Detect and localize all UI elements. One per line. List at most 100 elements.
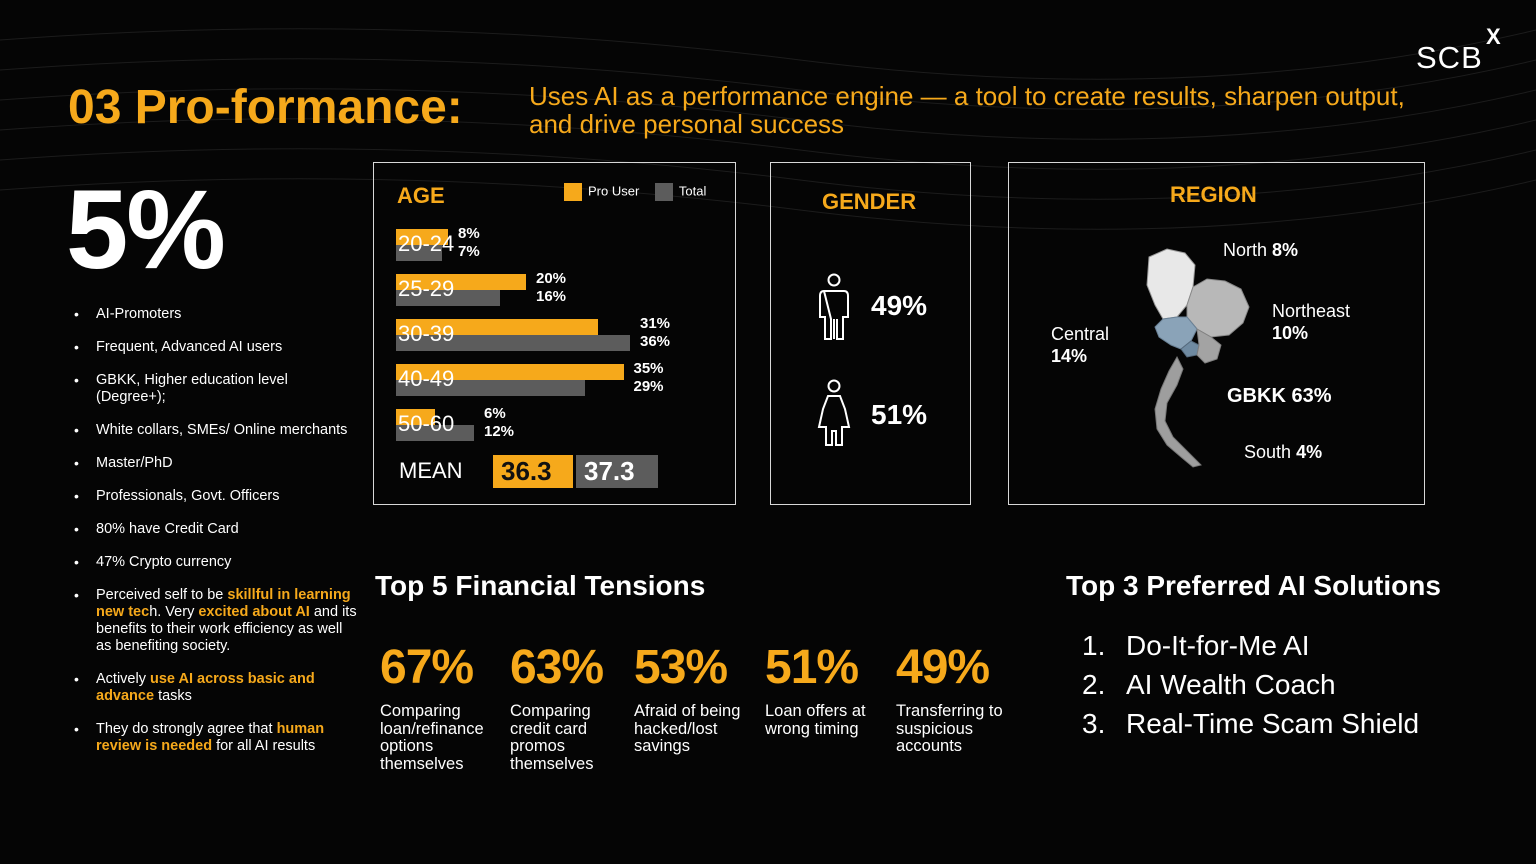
bullet-text: GBKK, Higher education level (Degree+); [96,372,288,405]
thailand-map [1146,248,1250,468]
region-central: Central 14% [1051,324,1110,366]
segment-share: 5% [66,167,226,292]
tension-item: 53% Afraid of being hacked/lost savings [634,640,759,756]
gender-panel: GENDER 49% 51% [770,162,971,505]
ai-solution-item: 1. Do-It-for-Me AI [1082,626,1419,665]
profile-bullet: They do strongly agree that human review… [74,721,360,755]
bullet-text: 80% have Credit Card [96,521,239,537]
mean-pro-user: 36.3 [493,455,573,488]
tension-desc: Comparing loan/refinance options themsel… [380,702,484,773]
logo-text: SCB [1416,40,1483,75]
value-label-total: 12% [484,423,515,440]
ai-solution-label: Real-Time Scam Shield [1126,708,1420,739]
age-category-label: 20-24 [398,231,455,256]
ai-solutions-heading: Top 3 Preferred AI Solutions [1066,570,1441,601]
scb-logo: SCB X [1416,24,1501,76]
map-east [1196,328,1222,364]
bar-total [396,245,442,261]
bar-total [396,335,630,351]
tension-pct: 51% [765,641,859,694]
age-panel: AGE Pro User Total 20-24 8% 7% 25-29 20% 16% 3… [373,162,736,505]
value-label-total: 29% [633,378,664,395]
value-label-pro-user: 31% [640,315,671,332]
tension-pct: 67% [380,641,474,694]
highlight-text: use AI across basic and advance [96,671,315,704]
tension-pct: 53% [634,641,728,694]
bullet-text: White collars, SMEs/ Online merchants [96,422,348,438]
bar-pro-user [396,409,435,425]
bar-total [396,380,585,396]
bullet-text: 47% Crypto currency [96,554,232,570]
profile-bullet-list: AI-Promoters Frequent, Advanced AI users G… [74,306,360,771]
bullet-text: AI-Promoters [96,306,182,322]
highlight-text: excited about AI [198,604,310,620]
bullet-text: h. Very [149,604,199,620]
value-label-total: 16% [536,288,567,305]
bar-total [396,425,474,441]
value-label-pro-user: 6% [484,405,506,422]
value-label-pro-user: 8% [458,225,480,242]
bar-pro-user [396,319,598,335]
tension-pct: 49% [896,641,990,694]
tension-desc: Comparing credit card promos themselves [510,702,594,773]
bullet-text: Professionals, Govt. Officers [96,488,280,504]
legend-pro-user: Pro User [564,183,639,201]
mean-label: MEAN [399,458,463,483]
female-pct: 51% [871,399,928,430]
legend-total: Total [654,183,706,201]
age-title: AGE [397,183,445,208]
age-category-label: 30-39 [398,321,455,346]
ai-solution-item: 2. AI Wealth Coach [1082,665,1419,704]
age-category-label: 25-29 [398,276,455,301]
tension-item: 51% Loan offers at wrong timing [765,640,890,738]
ai-solution-number: 3. [1082,708,1106,739]
highlight-text: human review is needed [96,721,325,754]
ai-solution-label: AI Wealth Coach [1126,669,1336,700]
region-title: REGION [1170,182,1257,207]
age-legend: Pro User Total [564,183,718,201]
region-gbkk: GBKK 63% [1227,385,1332,407]
ai-solution-number: 1. [1082,630,1106,661]
profile-bullet: GBKK, Higher education level (Degree+); [74,372,360,406]
region-panel: REGION North 8% Northeast 10% Central 14% … [1008,162,1425,505]
male-pct: 49% [871,290,928,321]
tension-pct: 63% [510,641,604,694]
highlight-text: skillful in learning new tec [96,587,351,620]
tension-desc: Transferring to suspicious accounts [896,702,1003,755]
logo-x-mark: X [1486,24,1502,49]
page-title: 03 Pro-formance: [68,81,463,134]
tension-item: 67% Comparing loan/refinance options them… [380,640,505,773]
age-category-label: 50-60 [398,411,455,436]
gender-title: GENDER [822,189,917,214]
profile-bullet: Actively use AI across basic and advance… [74,671,360,705]
value-label-total: 36% [640,333,671,350]
bar-pro-user [396,274,526,290]
bar-total [396,290,500,306]
tension-item: 49% Transferring to suspicious accounts [896,640,1021,756]
ai-solution-item: 3. Real-Time Scam Shield [1082,704,1419,743]
ai-solutions-list: 1. Do-It-for-Me AI 2. AI Wealth Coach 3. Real… [1082,626,1419,743]
bullet-text: Actively [96,671,150,687]
bullet-text: Frequent, Advanced AI users [96,339,283,355]
bullet-text: Perceived self to be [96,587,228,603]
tension-desc: Loan offers at wrong timing [765,702,866,738]
profile-bullet: AI-Promoters [74,306,360,323]
tension-desc: Afraid of being hacked/lost savings [634,702,741,755]
female-icon [817,379,851,454]
male-icon [817,273,851,348]
page-subtitle: Uses AI as a performance engine — a tool… [529,81,1405,139]
tension-item: 63% Comparing credit card promos themselv… [510,640,635,773]
profile-bullet: Frequent, Advanced AI users [74,339,360,356]
mean-total: 37.3 [576,455,658,488]
background-pattern [0,28,1536,230]
profile-bullet: White collars, SMEs/ Online merchants [74,422,360,439]
bar-pro-user [396,229,448,245]
value-label-total: 7% [458,243,480,260]
profile-bullet: Master/PhD [74,455,360,472]
region-north: North 8% [1223,240,1299,260]
value-label-pro-user: 20% [536,270,567,287]
map-northeast [1186,278,1250,338]
bullet-text: tasks [154,688,192,704]
profile-bullet: 80% have Credit Card [74,521,360,538]
tensions-heading: Top 5 Financial Tensions [375,570,706,601]
